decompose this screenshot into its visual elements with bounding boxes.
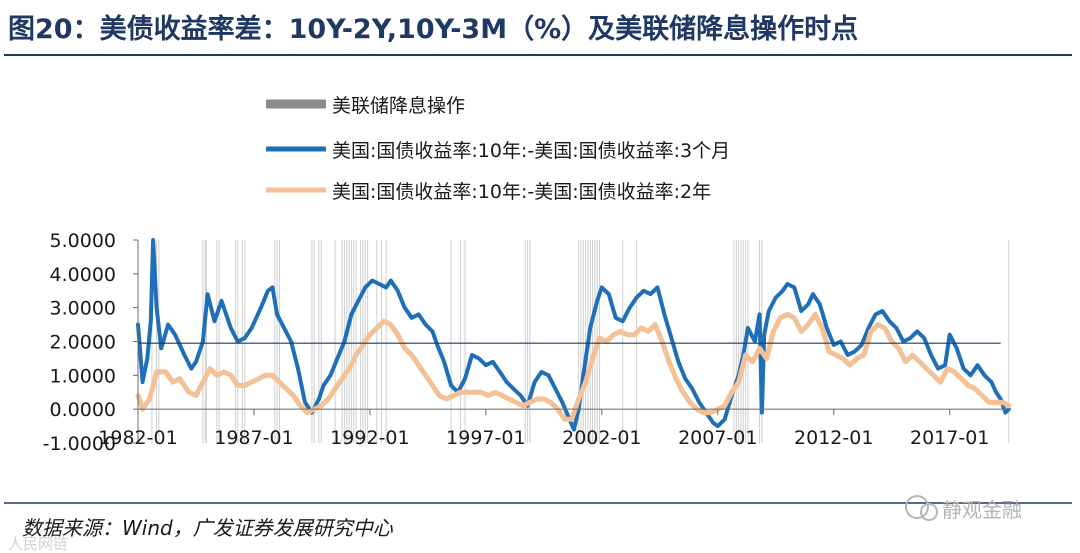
x-ticks: 1982-01 1987-01 1992-01 1997-01 2002-01 2007-… — [98, 409, 989, 449]
y-ticks: 5.0000 4.0000 3.0000 2.0000 1.0000 0.0000 -1.0… — [43, 230, 138, 455]
watermark-block: 静观金融 — [905, 495, 1022, 522]
y-tick-label: 0.0000 — [50, 399, 116, 421]
y-tick-label: 1.0000 — [50, 365, 116, 387]
wechat-icon-bubble — [920, 503, 938, 521]
series-line-10y-2y — [135, 311, 1012, 422]
y-tick-label: 3.0000 — [50, 298, 116, 320]
watermark-text: 静观金融 — [942, 498, 1022, 522]
x-tick-label: 1997-01 — [446, 427, 525, 449]
source-note: 数据来源：Wind，广发证券发展研究中心 — [22, 516, 394, 540]
x-tick-label: 2007-01 — [678, 427, 757, 449]
series-layer — [135, 238, 1012, 432]
watermark-bottom: 人民网链 — [8, 535, 68, 553]
x-tick-label: 2012-01 — [794, 427, 873, 449]
legend-label-rate-cuts: 美联储降息操作 — [332, 95, 465, 117]
y-tick-label: 5.0000 — [50, 230, 116, 252]
legend-label-10y-3m: 美国:国债收益率:10年:-美国:国债收益率:3个月 — [332, 140, 730, 162]
x-tick-label: 2002-01 — [562, 427, 641, 449]
x-tick-label: 1992-01 — [330, 427, 409, 449]
wechat-icon — [905, 495, 929, 519]
y-tick-label: 4.0000 — [50, 264, 116, 286]
series-line-10y-3m — [136, 238, 1011, 432]
legend-label-10y-2y: 美国:国债收益率:10年:-美国:国债收益率:2年 — [332, 181, 711, 203]
x-tick-label: 1987-01 — [214, 427, 293, 449]
chart-title: 图20：美债收益率差：10Y-2Y,10Y-3M（%）及美联储降息操作时点 — [8, 13, 858, 45]
x-tick-label: 2017-01 — [910, 427, 989, 449]
legend: 美联储降息操作 美国:国债收益率:10年:-美国:国债收益率:3个月 美国:国债… — [266, 95, 730, 203]
y-tick-label: 2.0000 — [50, 332, 116, 354]
rate-cut-bars — [151, 240, 1010, 443]
y-tick-label: -1.0000 — [43, 433, 116, 455]
x-tick-label: 1982-01 — [98, 427, 177, 449]
